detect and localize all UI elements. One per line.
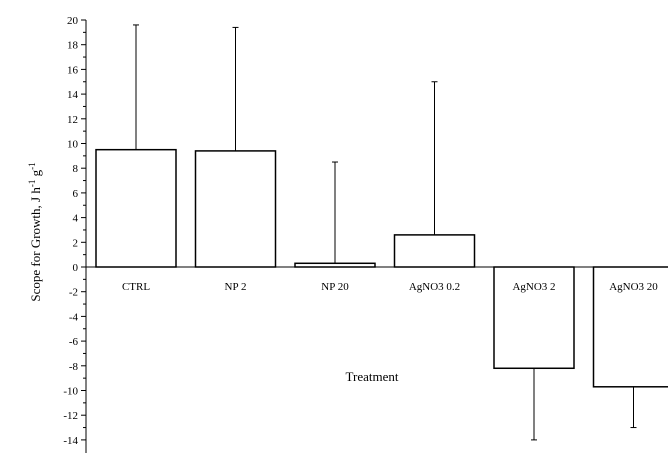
bar: [95, 148, 177, 268]
y-tick-label: 16: [67, 64, 79, 76]
y-tick-label: -10: [63, 386, 78, 398]
category-label: AgNO3 20: [609, 281, 658, 293]
bar: [493, 266, 575, 370]
y-tick-label: -12: [63, 410, 78, 422]
y-tick-label: 2: [73, 237, 79, 249]
y-axis-title-main: Scope for Growth, J h: [28, 187, 43, 302]
y-axis-title-sup1: -1: [27, 180, 37, 188]
y-tick-label: 18: [67, 40, 79, 52]
y-tick-label: 0: [73, 262, 79, 274]
y-tick-label: 20: [67, 15, 79, 27]
category-label: AgNO3 0.2: [409, 281, 460, 293]
y-tick-label: 6: [73, 188, 79, 200]
y-tick-label: -14: [63, 435, 78, 447]
y-tick-label: -8: [69, 361, 79, 373]
error-bars-group: [133, 24, 637, 441]
y-tick-label: 14: [67, 89, 79, 101]
y-tick-label: 4: [73, 213, 79, 225]
bar: [393, 234, 476, 268]
bar: [294, 262, 376, 268]
category-labels-group: CTRL NP 2 NP 20 AgNO3 0.2 AgNO3 2 AgNO3 20: [122, 281, 658, 293]
category-label: CTRL: [122, 281, 150, 293]
x-axis-title: Treatment: [346, 369, 399, 384]
y-axis-title: Scope for Growth, J h-1 g-1: [27, 162, 43, 301]
category-label: NP 20: [321, 281, 349, 293]
y-tick-label: 8: [73, 163, 79, 175]
y-tick-label: -2: [69, 287, 78, 299]
y-tick-label: -4: [69, 311, 79, 323]
y-tick-label: -6: [69, 336, 79, 348]
y-axis-title-sup2: -1: [27, 162, 37, 170]
y-tick-label: 10: [67, 139, 79, 151]
y-tick-label: 12: [67, 114, 78, 126]
category-label: AgNO3 2: [512, 281, 555, 293]
category-label: NP 2: [225, 281, 247, 293]
y-axis-title-mid: g: [28, 169, 43, 179]
bar: [592, 266, 668, 388]
bars-group: [95, 148, 668, 388]
bar: [194, 150, 277, 268]
